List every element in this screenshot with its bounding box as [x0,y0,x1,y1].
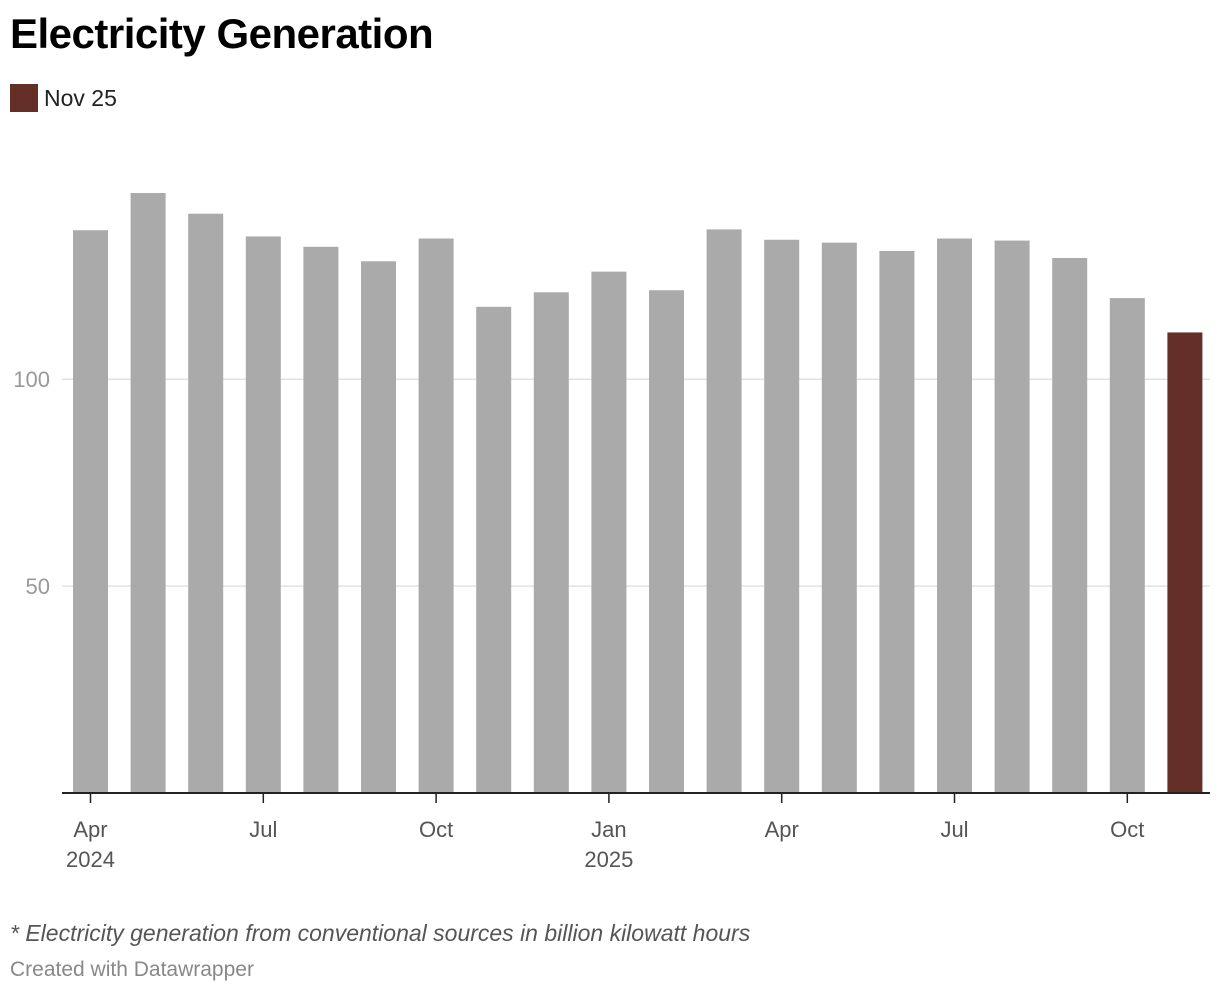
bar-chart: 50 100 Apr 2024 Jul Oct Jan 2025 Apr Jul Oct [13,193,1210,872]
x-tick-label-6: Oct [419,817,453,842]
bar-jan-2025 [591,271,627,793]
bar-may-2024 [130,193,166,793]
legend: Nov 25 [10,84,117,112]
y-tick-label-50: 50 [26,574,50,599]
x-tick-year-9: 2025 [584,847,633,872]
bar-aug-2024 [303,246,339,794]
x-tick-label-3: Jul [249,817,277,842]
bar-may-2025 [821,242,857,794]
bar-oct-2025 [1109,298,1145,793]
bar-jun-2025 [879,250,915,793]
bar-dec-2024 [533,292,569,793]
x-tick-label-12: Apr [765,817,799,842]
x-tick-year-0: 2024 [66,847,115,872]
x-tick-label-18: Oct [1110,817,1144,842]
x-tick-label-9: Jan [591,817,626,842]
bar-sep-2025 [1052,257,1088,793]
bar-nov-2025 [1167,332,1203,793]
bar-jul-2024 [245,236,281,794]
bar-nov-2024 [476,306,512,793]
bar-aug-2025 [994,240,1030,794]
legend-swatch [10,84,38,112]
x-tick-label-15: Jul [940,817,968,842]
chart-title: Electricity Generation [10,10,434,57]
bar-mar-2025 [706,229,742,793]
bar-oct-2024 [418,238,454,794]
credit: Created with Datawrapper [10,958,254,981]
legend-label: Nov 25 [44,84,117,111]
bar-apr-2025 [764,239,800,794]
bar-apr-2024 [73,230,108,793]
y-tick-label-100: 100 [13,367,50,392]
bar-feb-2025 [649,290,684,793]
footnote: * Electricity generation from convention… [10,920,751,946]
x-tick-label-0: Apr [73,817,107,842]
bar-sep-2024 [361,261,396,793]
bar-jul-2025 [937,238,972,794]
bar-jun-2024 [188,213,224,794]
